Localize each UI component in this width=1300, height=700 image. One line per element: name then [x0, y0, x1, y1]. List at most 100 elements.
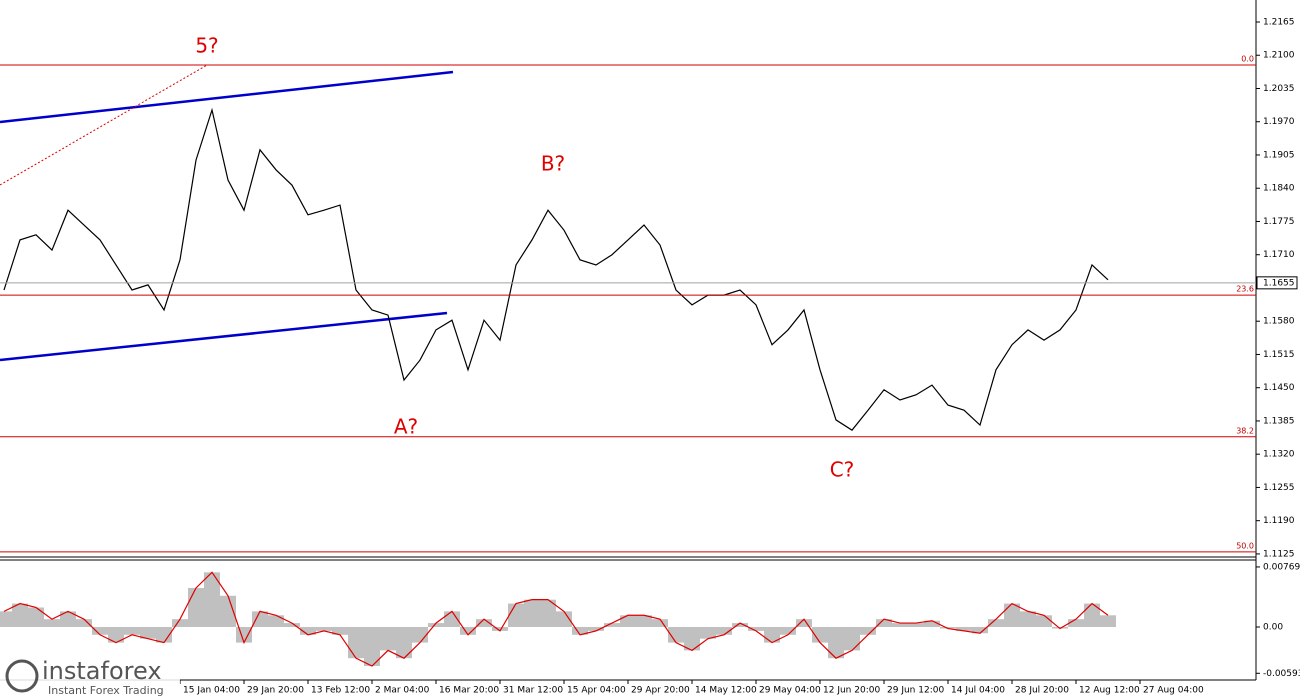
- osc-bar: [508, 603, 524, 627]
- osc-bar: [380, 626, 396, 651]
- x-tick-label: 15 Jan 04:00: [183, 686, 240, 696]
- x-tick-label: 12 Aug 12:00: [1079, 686, 1140, 696]
- x-tick-label: 29 May 04:00: [759, 686, 821, 696]
- osc-bar: [284, 623, 300, 627]
- osc-bar: [636, 615, 652, 627]
- last-price-label: 1.1655: [1263, 278, 1295, 288]
- osc-bar: [108, 626, 124, 643]
- y-tick-label: -0.00593: [1263, 669, 1300, 679]
- fib-label: 38.2: [1236, 426, 1254, 435]
- osc-bar: [300, 626, 316, 635]
- osc-bar: [12, 603, 28, 627]
- osc-bar: [412, 626, 428, 643]
- osc-bar: [972, 626, 988, 634]
- osc-bar: [668, 626, 684, 643]
- osc-bar: [700, 626, 716, 639]
- y-tick-label: 1.1580: [1263, 317, 1295, 327]
- last-price-box: [1256, 276, 1298, 290]
- osc-bar: [28, 607, 44, 627]
- watermark-sub: Instant Forex Trading: [48, 684, 164, 697]
- osc-bar: [76, 619, 92, 627]
- osc-bar: [924, 620, 940, 627]
- osc-bar: [476, 619, 492, 627]
- price-line: [3, 107, 1109, 431]
- osc-bar: [748, 626, 764, 631]
- osc-bar: [460, 626, 476, 635]
- fib-label: 0.0: [1241, 54, 1254, 63]
- osc-bar: [588, 626, 604, 631]
- x-tick-label: 14 May 12:00: [695, 686, 757, 696]
- osc-bar: [1020, 611, 1036, 627]
- osc-bar: [796, 619, 812, 627]
- x-tick-label: 13 Feb 12:00: [311, 686, 370, 696]
- osc-bar: [0, 611, 12, 627]
- y-tick-label: 0.00: [1263, 622, 1283, 632]
- y-tick-label: 1.1775: [1263, 217, 1295, 227]
- wave-label: 5?: [195, 34, 218, 58]
- osc-bar: [140, 626, 156, 639]
- osc-bar: [1036, 615, 1052, 627]
- y-tick-label: 1.1840: [1263, 184, 1295, 194]
- osc-bar: [540, 599, 556, 627]
- osc-bar: [812, 626, 828, 643]
- osc-bar: [604, 623, 620, 627]
- osc-bar: [1084, 603, 1100, 627]
- osc-bar: [780, 626, 796, 635]
- osc-bar: [92, 626, 108, 635]
- x-tick-label: 28 Jul 20:00: [1015, 686, 1069, 696]
- osc-bar: [172, 619, 188, 627]
- wave-label: A?: [394, 415, 418, 439]
- osc-bar: [1052, 626, 1068, 629]
- x-tick-label: 29 Jan 20:00: [247, 686, 304, 696]
- fib-label: 50.0: [1236, 541, 1254, 550]
- osc-bar: [1100, 615, 1116, 627]
- osc-bar: [620, 615, 636, 627]
- x-tick-label: 29 Jun 12:00: [887, 686, 944, 696]
- osc-bar: [444, 611, 460, 627]
- y-tick-label: 0.00769: [1263, 562, 1300, 572]
- osc-bar: [396, 626, 412, 659]
- osc-bar: [124, 626, 140, 635]
- channel-line: [0, 70, 454, 124]
- osc-bar: [956, 626, 972, 631]
- y-tick-label: 1.2165: [1263, 17, 1295, 27]
- y-tick-label: 1.1970: [1263, 117, 1295, 127]
- x-tick-label: 29 Apr 20:00: [631, 686, 690, 696]
- osc-bar: [940, 626, 956, 629]
- osc-bar: [236, 626, 252, 643]
- y-tick-label: 1.1190: [1263, 516, 1295, 526]
- x-tick-label: 14 Jul 04:00: [951, 686, 1005, 696]
- osc-bar: [844, 626, 860, 651]
- y-tick-label: 1.1125: [1263, 549, 1295, 559]
- y-tick-label: 1.2035: [1263, 84, 1295, 94]
- y-tick-label: 1.1905: [1263, 150, 1295, 160]
- y-tick-label: 1.1255: [1263, 483, 1295, 493]
- channel-line: [0, 311, 448, 362]
- x-tick-label: 16 Mar 20:00: [439, 686, 499, 696]
- osc-bar: [764, 626, 780, 643]
- osc-bar: [988, 619, 1004, 627]
- osc-bar: [524, 599, 540, 627]
- y-tick-label: 1.1515: [1263, 350, 1295, 360]
- osc-bar: [268, 615, 284, 627]
- osc-bar: [556, 611, 572, 627]
- osc-bar: [156, 626, 172, 643]
- fib-label: 23.6: [1236, 285, 1254, 294]
- x-tick-label: 2 Mar 04:00: [375, 686, 430, 696]
- osc-bar: [348, 626, 364, 659]
- osc-bar: [204, 572, 220, 627]
- osc-bar: [1068, 619, 1084, 627]
- osc-bar: [908, 623, 924, 627]
- wave-label: C?: [830, 458, 855, 482]
- osc-bar: [252, 611, 268, 627]
- watermark-logo: [5, 659, 39, 693]
- osc-bar: [572, 626, 588, 635]
- osc-bar: [876, 619, 892, 627]
- osc-bar: [428, 623, 444, 627]
- x-tick-label: 15 Apr 04:00: [567, 686, 626, 696]
- x-tick-label: 12 Jun 20:00: [823, 686, 880, 696]
- osc-bar: [220, 595, 236, 627]
- osc-bar: [60, 611, 76, 627]
- osc-bar: [860, 626, 876, 635]
